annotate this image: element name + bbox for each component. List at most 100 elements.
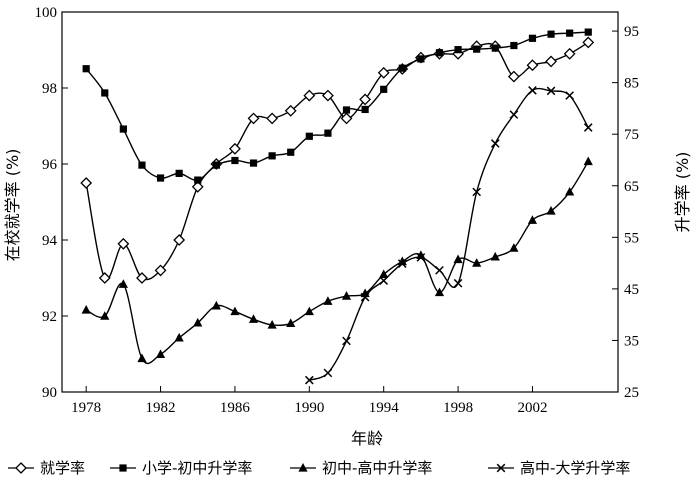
x-tick-label: 1994 [369,400,400,416]
data-point-x [528,86,537,95]
data-point-square [584,28,592,36]
data-point-x [583,123,593,132]
data-point-x [323,368,333,378]
y-left-tick-label: 100 [35,5,58,21]
data-point-square [119,125,127,133]
data-point-x [509,110,519,119]
data-point-diamond [173,234,186,246]
data-point-square [194,176,202,184]
data-point-diamond [266,112,279,125]
y-right-tick-label: 25 [624,385,639,401]
data-point-triangle [490,251,500,261]
data-point-x [472,187,482,197]
data-point-diamond [340,112,353,125]
data-point-triangle [193,317,203,327]
data-point-x [565,91,574,100]
data-point-square [101,89,109,97]
x-tick-label: 1982 [146,400,176,416]
series-line-2 [85,31,589,181]
data-point-x [342,336,351,346]
data-point-x [360,292,370,302]
x-tick-label: 1998 [443,400,473,416]
data-point-square [231,156,239,165]
data-point-square [305,132,313,140]
data-point-diamond [563,47,576,60]
y-right-tick-label: 95 [624,24,639,40]
data-point-square [342,106,351,114]
data-point-square [417,55,425,63]
x-tick-label: 1978 [71,400,101,416]
data-point-triangle [472,258,482,267]
data-point-square [435,49,444,57]
data-point-triangle [583,156,593,166]
data-point-diamond [321,89,334,102]
data-point-triangle [341,291,352,300]
data-point-triangle [230,306,240,316]
data-point-diamond [303,89,316,102]
legend: 就学率 小学-初中升学率 初中-高中升学率 高中-大学升学率 [8,459,630,477]
data-point-square [82,65,90,73]
data-point-diamond [582,36,595,49]
data-point-triangle [304,306,314,316]
data-point-triangle [565,186,575,196]
legend-marker-diamond [15,462,27,474]
data-point-triangle [286,318,296,328]
plot-frame [61,11,619,393]
x-axis-label: 年龄 [351,429,383,448]
y-right-tick-label: 75 [624,127,639,143]
y-right-tick-label: 35 [624,333,639,349]
data-point-x [453,278,463,288]
data-point-square [268,152,276,160]
data-point-triangle [416,250,426,259]
legend-label: 就学率 [40,459,85,477]
series-line-3 [85,161,589,364]
data-point-triangle [323,296,333,305]
y-right-tick-label: 65 [624,179,639,195]
data-point-square [287,148,295,156]
data-point-diamond [136,272,148,284]
data-point-diamond [191,180,204,193]
data-point-square [138,161,146,169]
data-point-diamond [377,66,390,79]
data-point-triangle [137,353,147,363]
data-point-square [473,45,481,53]
plot-area-border [61,11,619,393]
data-point-triangle [546,206,556,215]
data-point-square [324,129,332,137]
data-point-triangle [434,287,445,297]
data-point-triangle [81,305,91,314]
y-axis-left-label: 在校就学率 (%) [3,149,22,262]
y-axis-right-label: 升学率 (%) [673,152,692,233]
data-point-square [566,29,574,37]
legend-marker-square [119,464,127,472]
series-lines [85,31,589,381]
legend-label: 高中-大学升学率 [520,459,630,477]
data-point-x [304,375,314,385]
legend-marker-triangle [298,463,308,472]
data-point-x [379,276,389,285]
data-point-triangle [174,332,184,342]
series-line-1 [85,41,589,281]
data-point-square [491,44,499,52]
data-point-x [546,86,556,96]
y-right-tick-label: 85 [624,76,639,92]
x-tick-label: 2002 [517,400,547,416]
data-point-x [435,265,444,275]
y-left-tick-label: 94 [42,233,58,249]
data-point-diamond [247,112,260,125]
legend-marker-x [496,463,506,473]
data-point-triangle [248,314,259,323]
y-right-tick-label: 55 [624,230,639,246]
data-point-triangle [100,311,110,320]
data-point-diamond [229,142,241,155]
data-point-triangle [397,256,407,266]
y-left-tick-label: 92 [42,309,57,325]
legend-label: 初中-高中升学率 [322,459,432,477]
data-point-x [397,259,407,268]
data-point-square [175,169,183,177]
data-point-diamond [545,55,557,68]
data-point-diamond [507,70,520,83]
data-point-square [249,159,258,167]
data-point-triangle [267,319,277,329]
